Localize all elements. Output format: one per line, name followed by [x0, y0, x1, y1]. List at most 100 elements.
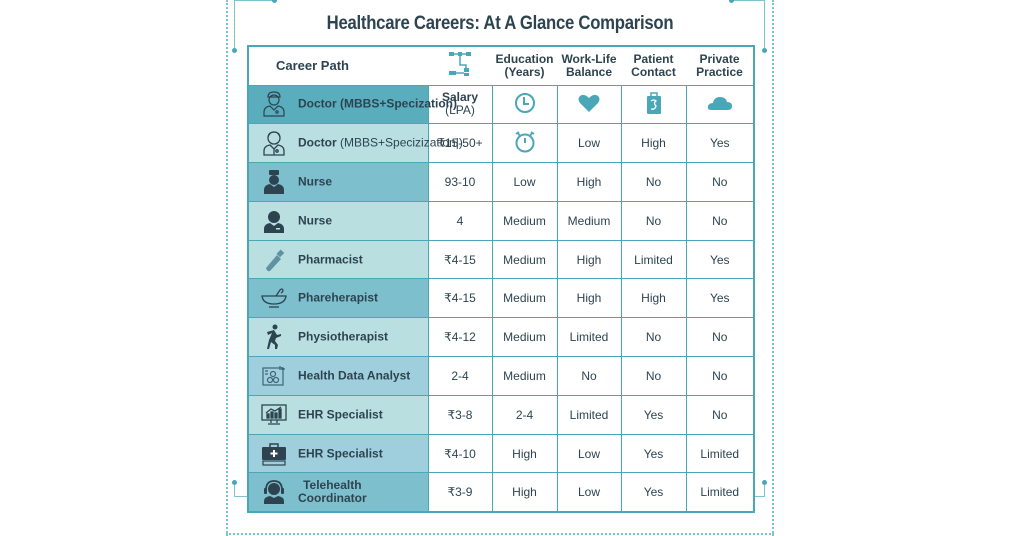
- frame-dot: [272, 0, 277, 3]
- salary-cell: ₹3-8: [427, 394, 493, 435]
- patient-contact-cell: No: [620, 317, 687, 358]
- salary-cell: ₹4-15: [427, 278, 493, 319]
- work-life-cell: Low: [556, 472, 622, 513]
- table-row: Health Data Analyst 2-4 Medium No No No: [247, 356, 755, 396]
- header-education: Education (Years): [492, 46, 557, 85]
- header-salary-icon-cell: [428, 46, 492, 85]
- patient-contact-cell: No: [620, 162, 687, 202]
- patient-contact-cell: Yes: [620, 433, 687, 474]
- clock-icon: [514, 92, 536, 114]
- table-row: Physiotherapist ₹4-12 Medium Limited No …: [247, 317, 755, 358]
- bag-icon: [646, 91, 662, 115]
- education-cell: Medium: [491, 356, 558, 396]
- career-label: EHR Specialist: [298, 446, 383, 461]
- career-cell: EHR Specialist: [247, 433, 429, 474]
- career-label: EHR Specialist: [298, 407, 383, 422]
- private-practice-cell: No: [685, 317, 755, 358]
- career-cell: EHR Specialist: [247, 394, 429, 435]
- running-person-icon: [261, 324, 287, 350]
- career-cell: Nurse: [247, 162, 429, 202]
- career-comparison-table: Career Path Education (Years) Work-Life Ba…: [247, 45, 755, 513]
- salary-cell: ₹15-50+: [427, 123, 493, 164]
- patient-contact-cell: Yes: [620, 394, 687, 435]
- nurse-icon: [261, 208, 287, 234]
- table-row: Doctor (MBBS+Specizization|) ₹15-50+ Low…: [247, 123, 755, 164]
- patient-contact-cell: Limited: [620, 239, 687, 280]
- career-cell: Telehealth Coordinator: [247, 472, 429, 513]
- patient-contact-cell: High: [620, 278, 687, 319]
- work-life-cell: Low: [556, 123, 622, 164]
- salary-cell: 4: [427, 200, 493, 241]
- table-row: EHR Specialist ₹3-8 2-4 Limited Yes No: [247, 394, 755, 435]
- work-life-cell: High: [556, 162, 622, 202]
- private-icon-cell: [685, 84, 755, 125]
- doctor-icon: [261, 130, 287, 156]
- frame-dot: [762, 48, 767, 53]
- frame-dot: [232, 480, 237, 485]
- patient-contact-cell: Yes: [620, 472, 687, 513]
- career-cell: Phareherapist: [247, 278, 429, 319]
- frame-dot: [232, 48, 237, 53]
- medical-kit-icon: [261, 441, 287, 467]
- table-row: Phareherapist ₹4-15 Medium High High Yes: [247, 278, 755, 319]
- table-header-row: Career Path Education (Years) Work-Life Ba…: [248, 46, 754, 85]
- career-label: Nurse: [298, 213, 333, 228]
- data-analysis-icon: [261, 363, 287, 389]
- patient-icon-cell: [620, 84, 687, 125]
- mortar-pestle-icon: [261, 285, 287, 311]
- table-row: Nurse 93-10 Low High No No: [247, 162, 755, 202]
- private-practice-cell: No: [685, 200, 755, 241]
- career-label: Physiotherapist: [298, 329, 389, 344]
- stopwatch-icon: [514, 130, 536, 154]
- salary-cell: ₹3-9: [427, 472, 493, 513]
- private-practice-cell: Limited: [685, 472, 755, 513]
- nurse-cap-icon: [261, 169, 287, 195]
- page-title: Healthcare Careers: At A Glance Comparis…: [326, 13, 674, 34]
- career-cell: Health Data Analyst: [247, 356, 429, 396]
- education-icon-cell: [491, 123, 558, 164]
- education-cell: Medium: [491, 239, 558, 280]
- work-life-cell: Medium: [556, 200, 622, 241]
- salary-header-cell: Salary (LPA): [427, 84, 493, 125]
- career-label: Phareherapist: [298, 290, 379, 305]
- salary-cell: ₹4-10: [427, 433, 493, 474]
- salary-cell: ₹4-12: [427, 317, 493, 358]
- education-cell: Medium: [491, 317, 558, 358]
- patient-contact-cell: No: [620, 356, 687, 396]
- work-life-cell: Limited: [556, 394, 622, 435]
- monitor-chart-icon: [261, 402, 287, 428]
- flowchart-icon: [448, 50, 472, 78]
- career-label: Health Data Analyst: [298, 368, 411, 383]
- private-practice-cell: Yes: [685, 123, 755, 164]
- work-life-icon-cell: [556, 84, 622, 125]
- education-cell: 2-4: [491, 394, 558, 435]
- salary-cell: 93-10: [427, 162, 493, 202]
- education-cell: High: [491, 433, 558, 474]
- career-label: Nurse: [298, 174, 333, 189]
- table-row: EHR Specialist ₹4-10 High Low Yes Limite…: [247, 433, 755, 474]
- header-work-life: Work-Life Balance: [557, 46, 621, 85]
- career-label: Pharmacist: [298, 252, 363, 267]
- education-cell: Low: [491, 162, 558, 202]
- private-practice-cell: No: [685, 394, 755, 435]
- private-practice-cell: Yes: [685, 278, 755, 319]
- patient-contact-cell: No: [620, 200, 687, 241]
- frame-bracket-top-left-h: [234, 0, 274, 1]
- frame-dot: [729, 0, 734, 3]
- salary-cell: 2-4: [427, 356, 493, 396]
- headset-person-icon: [261, 479, 287, 505]
- heart-icon: [578, 93, 600, 113]
- career-label: Doctor (MBBS+Specizization|): [298, 135, 463, 150]
- education-icon-cell: [491, 84, 558, 125]
- career-label: Telehealth Coordinator: [298, 478, 367, 506]
- private-practice-cell: Limited: [685, 433, 755, 474]
- header-private-practice: Private Practice: [686, 46, 754, 85]
- pill-bottle-icon: [261, 247, 287, 273]
- career-cell: Pharmacist: [247, 239, 429, 280]
- education-cell: High: [491, 472, 558, 513]
- table-row: Pharmacist ₹4-15 Medium High Limited Yes: [247, 239, 755, 280]
- frame-dotted-line-right: [772, 0, 774, 536]
- frame-dotted-line-bottom: [226, 533, 774, 535]
- work-life-cell: Low: [556, 433, 622, 474]
- private-practice-cell: No: [685, 356, 755, 396]
